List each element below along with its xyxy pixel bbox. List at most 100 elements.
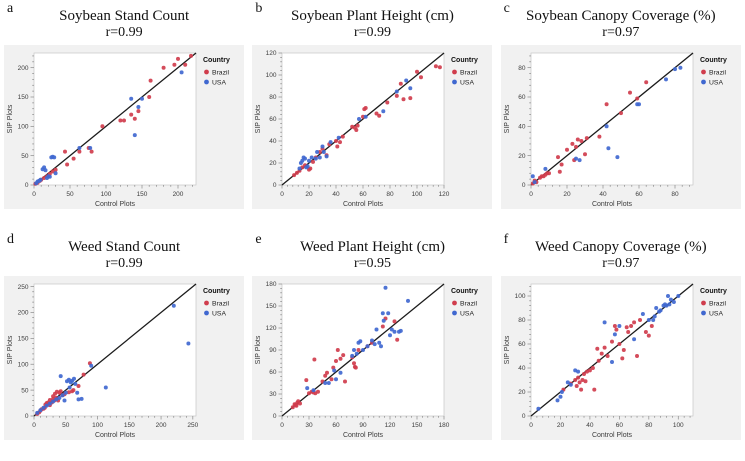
y-axis: 0 20 40 60 80 100 (514, 285, 531, 420)
y-axis-label: SIP Plots (504, 104, 511, 133)
x-axis-label: Control Plots (592, 432, 633, 439)
legend-title: Country (700, 288, 727, 295)
svg-text:20: 20 (557, 422, 565, 429)
svg-text:150: 150 (266, 303, 277, 310)
legend: Country Brazil USA (203, 288, 230, 317)
panel-a: a Soybean Stand Count r=0.99 0 50 100 150 20… (0, 0, 248, 231)
svg-text:150: 150 (124, 422, 135, 429)
panel-correlation: r=0.95 (353, 255, 392, 271)
svg-text:40: 40 (518, 124, 526, 131)
legend-label-usa: USA (709, 79, 723, 86)
svg-text:200: 200 (156, 422, 167, 429)
svg-text:20: 20 (306, 191, 314, 198)
panel-correlation: r=0.97 (602, 25, 640, 40)
svg-text:0: 0 (25, 182, 29, 189)
svg-text:0: 0 (273, 182, 277, 189)
legend-dot-brazil (452, 300, 458, 305)
scatter-chart-a: 0 50 100 150 200 Control Plots 0 50 100 150 200 SIP… (4, 45, 245, 210)
legend-label-brazil: Brazil (460, 300, 477, 307)
svg-text:180: 180 (439, 422, 450, 429)
x-axis: 0 20 40 60 80 100 (529, 415, 691, 429)
y-axis: 0 20 40 60 80 (518, 55, 531, 189)
x-axis: 0 30 60 90 120 150 180 (281, 415, 450, 429)
legend-label-brazil: Brazil (709, 69, 726, 76)
legend-label-usa: USA (212, 310, 226, 317)
svg-text:100: 100 (673, 422, 684, 429)
svg-text:60: 60 (333, 422, 341, 429)
svg-text:50: 50 (67, 191, 75, 198)
panel-f: f Weed Canopy Coverage (%) r=0.97 0 20 40 6… (497, 231, 745, 461)
legend: Country Brazil USA (451, 288, 478, 317)
legend-label-usa: USA (460, 79, 474, 86)
scatter-points-usa (530, 65, 683, 185)
svg-text:40: 40 (518, 365, 526, 372)
svg-text:250: 250 (188, 422, 199, 429)
scatter-points-usa (305, 285, 411, 392)
svg-text:60: 60 (270, 369, 278, 376)
svg-text:60: 60 (616, 422, 624, 429)
svg-text:40: 40 (586, 422, 594, 429)
svg-text:120: 120 (439, 191, 450, 198)
svg-text:50: 50 (21, 387, 29, 394)
panel-correlation: r=0.99 (105, 25, 143, 40)
svg-text:90: 90 (360, 422, 368, 429)
scatter-svg-b: 0 20 40 60 80 100 120 Control Plots 0 20 40 60 80 100… (255, 50, 478, 208)
y-axis-label: SIP Plots (504, 335, 511, 364)
legend-label-brazil: Brazil (709, 300, 726, 307)
svg-text:100: 100 (18, 124, 29, 131)
svg-text:0: 0 (522, 413, 526, 420)
svg-text:100: 100 (266, 72, 277, 79)
svg-text:150: 150 (18, 94, 29, 101)
legend-dot-brazil (204, 69, 210, 75)
scatter-chart-b: 0 20 40 60 80 100 120 Control Plots 0 20 40 60 80 100… (252, 45, 493, 210)
svg-text:200: 200 (173, 191, 184, 198)
scatter-points-usa (536, 293, 681, 411)
legend: Country Brazil USA (203, 57, 230, 86)
legend-label-brazil: Brazil (460, 69, 477, 76)
legend-label-usa: USA (709, 310, 723, 317)
legend-label-usa: USA (212, 79, 226, 86)
svg-text:0: 0 (529, 191, 533, 198)
svg-text:150: 150 (412, 422, 423, 429)
panel-title: Soybean Plant Height (cm) (291, 8, 454, 24)
svg-text:0: 0 (281, 422, 285, 429)
identity-line (33, 52, 197, 186)
svg-text:20: 20 (563, 191, 571, 198)
svg-text:30: 30 (270, 391, 278, 398)
svg-text:0: 0 (529, 422, 533, 429)
svg-text:60: 60 (518, 341, 526, 348)
y-axis-label: SIP Plots (255, 335, 262, 364)
panel-e: e Weed Plant Height (cm) r=0.95 0 30 60 90 1… (248, 231, 496, 461)
legend: Country Brazil USA (451, 57, 478, 86)
panel-letter: e (255, 231, 262, 247)
svg-text:0: 0 (273, 413, 277, 420)
x-axis-label: Control Plots (343, 432, 384, 439)
x-axis: 0 50 100 150 200 (32, 185, 193, 198)
x-axis: 0 20 40 60 80 (529, 185, 690, 198)
svg-text:40: 40 (270, 138, 278, 145)
panel-c: c Soybean Canopy Coverage (%) r=0.97 0 20… (497, 0, 745, 231)
svg-text:60: 60 (360, 191, 368, 198)
svg-text:100: 100 (92, 422, 103, 429)
y-axis-label: SIP Plots (255, 104, 262, 133)
panel-correlation: r=0.99 (105, 255, 143, 271)
y-axis-label: SIP Plots (7, 335, 14, 364)
svg-text:0: 0 (25, 413, 29, 420)
svg-text:30: 30 (306, 422, 314, 429)
svg-text:200: 200 (18, 309, 29, 316)
panel-letter: f (503, 231, 509, 247)
x-axis-label: Control Plots (95, 432, 136, 439)
svg-text:0: 0 (281, 191, 285, 198)
legend-title: Country (700, 57, 727, 64)
identity-line (33, 283, 197, 417)
svg-text:20: 20 (270, 160, 278, 167)
svg-text:120: 120 (266, 50, 277, 57)
svg-text:120: 120 (385, 422, 396, 429)
svg-text:0: 0 (522, 182, 526, 189)
legend: Country Brazil USA (700, 288, 727, 317)
scatter-svg-d: 0 50 100 150 200 250 Control Plots 0 50 100 150 200… (7, 283, 230, 439)
panel-correlation: r=0.99 (353, 25, 392, 40)
svg-text:100: 100 (514, 293, 525, 300)
svg-text:80: 80 (518, 65, 526, 72)
legend-dot-brazil (700, 300, 706, 305)
